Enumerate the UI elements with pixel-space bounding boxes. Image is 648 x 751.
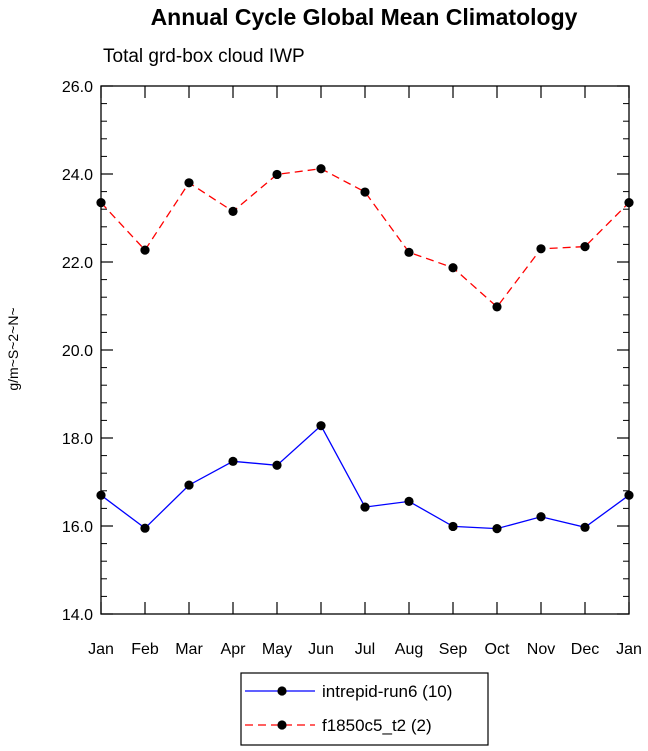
data-point — [272, 169, 282, 180]
legend-swatch-marker — [277, 686, 287, 696]
plot-series — [96, 164, 634, 534]
data-point — [624, 490, 634, 500]
y-tick-label: 20.0 — [62, 343, 93, 360]
data-point — [316, 421, 326, 431]
x-tick-label: Jul — [355, 641, 375, 658]
data-point — [140, 523, 150, 533]
x-tick-label: Aug — [395, 641, 423, 658]
data-point — [316, 164, 326, 174]
data-point — [536, 512, 546, 522]
plot-axes: 14.0 16.0 18.0 20.0 22.0 24.0 26.0 Jan Feb Mar Apr… — [62, 79, 642, 658]
data-point — [492, 524, 502, 534]
legend-label: f1850c5_t2 (2) — [322, 716, 432, 735]
data-point — [228, 456, 238, 466]
data-point — [360, 187, 370, 197]
data-point — [184, 178, 194, 188]
x-tick-label: Jun — [308, 641, 334, 658]
series-line-1 — [100, 424, 630, 530]
chart-title: Annual Cycle Global Mean Climatology — [151, 4, 578, 30]
data-point — [404, 247, 414, 257]
x-tick-label: Nov — [527, 641, 555, 658]
y-tick-label: 14.0 — [62, 607, 93, 624]
x-tick-label: Dec — [571, 641, 599, 658]
y-tick-label: 24.0 — [62, 167, 93, 184]
data-point — [96, 198, 106, 208]
data-point — [448, 521, 458, 532]
data-point — [536, 244, 546, 254]
x-tick-label: Mar — [175, 641, 203, 658]
chart-subtitle: Total grd-box cloud IWP — [103, 46, 305, 67]
data-point — [140, 245, 150, 255]
data-point — [96, 490, 106, 500]
legend-box — [240, 672, 489, 746]
legend: intrepid-run6 (10) f1850c5_t2 (2) — [240, 672, 489, 746]
data-point — [272, 460, 282, 470]
y-tick-label: 18.0 — [62, 431, 93, 448]
y-tick-label: 22.0 — [62, 255, 93, 272]
legend-label: intrepid-run6 (10) — [322, 682, 452, 701]
data-point — [580, 242, 590, 252]
data-point — [492, 302, 502, 312]
data-point — [624, 198, 634, 208]
y-axis-label: g/m~S~2~N~ — [5, 307, 21, 390]
y-tick-label: 26.0 — [62, 79, 93, 96]
x-tick-label: Feb — [131, 641, 159, 658]
data-point — [184, 480, 194, 490]
data-point — [228, 206, 238, 216]
data-point — [580, 522, 590, 532]
plot-frame — [100, 85, 630, 615]
data-point — [360, 502, 370, 512]
y-tick-label: 16.0 — [62, 519, 93, 536]
x-tick-label: Jan — [616, 641, 642, 658]
x-tick-label: Sep — [439, 641, 468, 658]
data-point — [404, 496, 414, 506]
x-tick-label: Oct — [485, 641, 510, 658]
x-tick-label: Apr — [221, 641, 247, 658]
x-tick-label: May — [262, 641, 292, 658]
legend-swatch-marker — [277, 720, 287, 730]
x-tick-label: Jan — [88, 641, 114, 658]
data-point — [448, 263, 458, 273]
